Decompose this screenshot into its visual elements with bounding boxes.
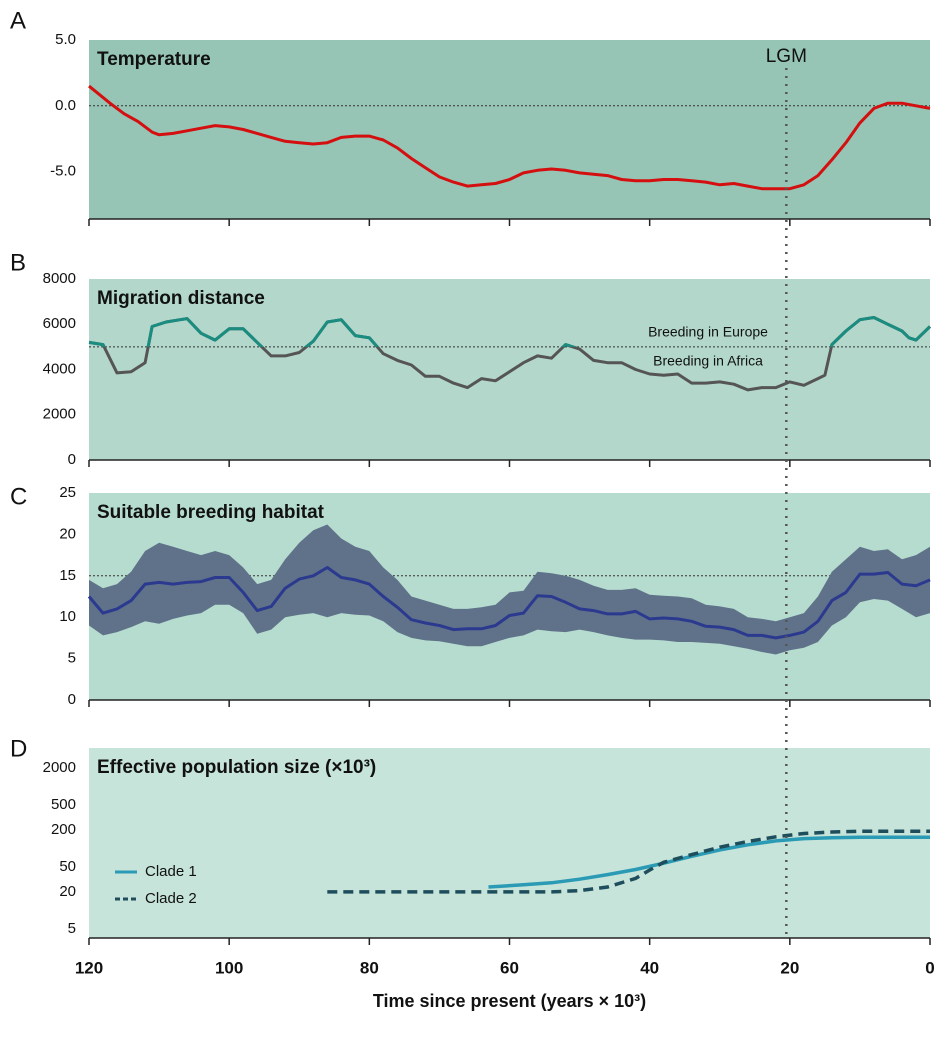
y-tick-label: 0 (68, 451, 76, 468)
y-tick-label: 50 (59, 858, 76, 875)
uncertainty-band (89, 524, 930, 655)
panel-title: Temperature (97, 49, 211, 70)
panel-label: C (10, 483, 27, 510)
panel-background (89, 279, 930, 460)
panel-title: Migration distance (97, 288, 265, 309)
y-tick-label: 20 (59, 525, 76, 542)
data-line-above (89, 316, 930, 347)
x-tick-label: 100 (215, 958, 243, 977)
y-tick-label: 5 (68, 920, 76, 937)
x-tick-label: 40 (640, 958, 659, 977)
panel-label: B (10, 249, 26, 276)
y-tick-label: -5.0 (50, 163, 76, 180)
lgm-label: LGM (766, 46, 807, 67)
x-axis-label: Time since present (years × 10³) (373, 991, 646, 1011)
reference-label: Breeding in Africa (653, 353, 763, 369)
panel-title: Effective population size (×10³) (97, 757, 376, 778)
y-tick-label: 4000 (43, 360, 76, 377)
reference-label: Breeding in Europe (648, 324, 768, 340)
y-tick-label: 5.0 (55, 31, 76, 48)
y-tick-label: 8000 (43, 270, 76, 287)
panel-title: Suitable breeding habitat (97, 502, 325, 523)
data-line (488, 835, 930, 889)
x-tick-label: 120 (75, 958, 103, 977)
data-line (87, 566, 931, 640)
y-tick-label: 25 (59, 484, 76, 501)
data-line (327, 829, 930, 894)
y-tick-label: 6000 (43, 315, 76, 332)
x-tick-label: 60 (500, 958, 519, 977)
y-tick-label: 0 (68, 691, 76, 708)
x-tick-label: 20 (780, 958, 799, 977)
y-tick-label: 200 (51, 821, 76, 838)
x-tick-label: 80 (360, 958, 379, 977)
panel-label: D (10, 735, 27, 762)
y-tick-label: 2000 (43, 759, 76, 776)
y-tick-label: 15 (59, 567, 76, 584)
y-tick-label: 0.0 (55, 97, 76, 114)
data-line (88, 84, 931, 191)
y-tick-label: 5 (68, 650, 76, 667)
y-tick-label: 10 (59, 608, 76, 625)
panel-background (89, 748, 930, 938)
legend-label: Clade 2 (145, 890, 197, 907)
legend-label: Clade 1 (145, 863, 197, 880)
y-tick-label: 20 (59, 883, 76, 900)
y-tick-label: 2000 (43, 406, 76, 423)
panel-label: A (10, 7, 26, 34)
y-tick-label: 500 (51, 796, 76, 813)
x-tick-label: 0 (925, 958, 934, 977)
